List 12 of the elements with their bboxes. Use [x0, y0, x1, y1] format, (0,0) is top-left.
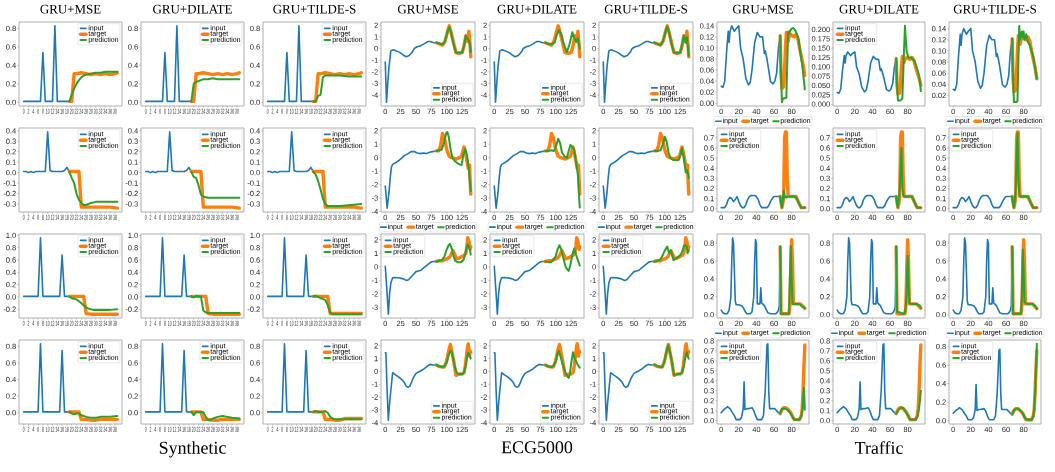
chart-title: GRU+MSE — [40, 4, 101, 14]
chart-title: GRU+DILATE — [497, 4, 577, 14]
chart-title: GRU+MSE — [732, 4, 793, 14]
chart-title: GRU+TILDE-S — [273, 4, 356, 14]
text: Synthetic — [159, 441, 226, 458]
text: ECG5000 — [501, 441, 573, 454]
chart-title: GRU+TILDE-S — [604, 4, 687, 14]
chart-title: GRU+DILATE — [839, 4, 919, 14]
chart-title: GRU+DILATE — [153, 4, 232, 14]
chart-title: GRU+TILDE-S — [953, 4, 1036, 14]
text: Traffic — [854, 441, 903, 455]
chart-title: GRU+MSE — [397, 4, 458, 14]
